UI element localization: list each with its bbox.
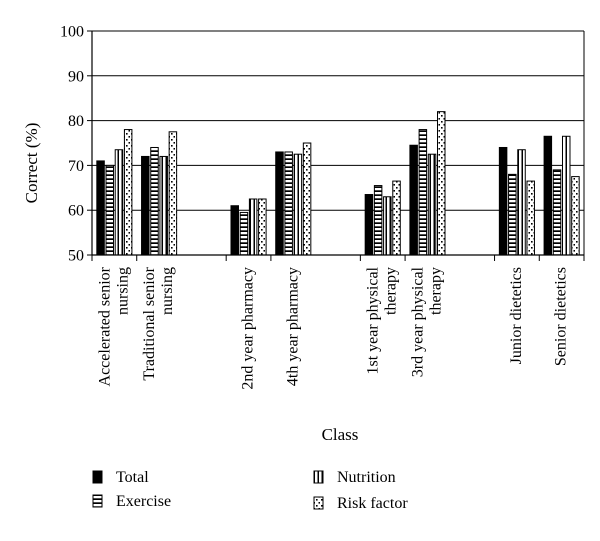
category-label-line: 4th year pharmacy xyxy=(284,267,301,386)
category-label-line: 1st year physical xyxy=(365,266,382,374)
category-label: Junior dietetics xyxy=(508,267,525,364)
legend-item-nutrition: Nutrition xyxy=(313,469,396,486)
bar-risk-factor xyxy=(392,180,401,256)
bar-risk-factor xyxy=(437,111,446,256)
category-label-line: Junior dietetics xyxy=(508,267,525,364)
y-axis-title: Correct (%) xyxy=(22,123,41,204)
category-label: 1st year physical therapy xyxy=(365,266,400,374)
bar-risk-factor xyxy=(123,129,133,256)
bars xyxy=(96,111,580,256)
bar-nutrition xyxy=(561,135,571,256)
bar-exercise xyxy=(105,164,115,256)
bar-exercise xyxy=(284,151,293,256)
category-label: 4th year pharmacy xyxy=(284,267,301,386)
axes xyxy=(91,31,585,261)
legend-label: Risk factor xyxy=(337,495,408,512)
legend-label: Total xyxy=(116,469,149,486)
x-axis-title: Class xyxy=(322,425,359,444)
bar-total xyxy=(141,155,150,256)
legend-item-risk-factor: Risk factor xyxy=(313,495,408,512)
category-label: Accelerated senior nursing xyxy=(96,266,131,386)
bar-risk-factor xyxy=(526,180,535,256)
legend: Total Exercise Nutrition Risk factor xyxy=(92,469,408,512)
bar-total xyxy=(96,160,105,256)
y-tick-label: 60 xyxy=(68,203,84,220)
bar-total xyxy=(364,194,374,256)
legend-swatch xyxy=(92,494,103,508)
category-label-line: therapy xyxy=(427,267,444,315)
category-label-line: 3rd year physical xyxy=(409,266,426,377)
legend-swatch xyxy=(313,470,324,484)
bar-total xyxy=(543,135,553,256)
category-label: Traditional senior nursing xyxy=(141,266,176,380)
bar-risk-factor xyxy=(258,198,267,256)
category-label-line: nursing xyxy=(114,267,131,315)
y-tick-label: 100 xyxy=(60,24,84,41)
category-label-line: 2nd year pharmacy xyxy=(240,267,257,390)
bar-exercise xyxy=(508,173,517,256)
bar-exercise xyxy=(373,185,383,256)
legend-swatch xyxy=(92,470,103,484)
bar-nutrition xyxy=(114,149,124,256)
bar-risk-factor xyxy=(302,142,312,256)
legend-label: Nutrition xyxy=(337,469,396,486)
bar-total xyxy=(498,146,508,256)
legend-item-exercise: Exercise xyxy=(92,493,171,510)
category-label: Senior dietetics xyxy=(553,267,570,366)
bar-total xyxy=(230,205,239,256)
bar-exercise xyxy=(150,146,159,256)
bar-risk-factor xyxy=(571,176,580,256)
bar-nutrition xyxy=(248,198,258,256)
category-labels: Accelerated senior nursing Traditional sen… xyxy=(96,266,569,389)
bar-exercise xyxy=(418,129,428,256)
category-label: 3rd year physical therapy xyxy=(409,266,444,377)
bar-total xyxy=(409,144,418,256)
y-tick-labels: 50 60 70 80 90 100 xyxy=(60,24,92,265)
bar-total xyxy=(275,151,284,256)
bar-nutrition xyxy=(517,149,526,256)
bar-risk-factor xyxy=(168,131,178,256)
bar-nutrition xyxy=(427,153,437,256)
category-label-line: Accelerated senior xyxy=(96,266,113,386)
bar-nutrition xyxy=(293,153,303,256)
bar-exercise xyxy=(552,169,562,256)
y-tick-label: 80 xyxy=(68,113,84,130)
category-label-line: therapy xyxy=(383,267,400,315)
legend-swatch xyxy=(313,496,324,510)
legend-item-total: Total xyxy=(92,469,149,486)
category-label-line: Traditional senior xyxy=(141,266,158,380)
category-label-line: Senior dietetics xyxy=(553,267,570,366)
y-tick-label: 50 xyxy=(68,248,84,265)
y-tick-label: 70 xyxy=(68,158,84,175)
bar-nutrition xyxy=(383,196,392,256)
legend-label: Exercise xyxy=(116,493,171,510)
bar-exercise xyxy=(239,211,249,256)
category-label: 2nd year pharmacy xyxy=(240,267,257,390)
bar-nutrition xyxy=(159,155,168,256)
category-label-line: nursing xyxy=(159,267,176,315)
y-tick-label: 90 xyxy=(68,68,84,85)
